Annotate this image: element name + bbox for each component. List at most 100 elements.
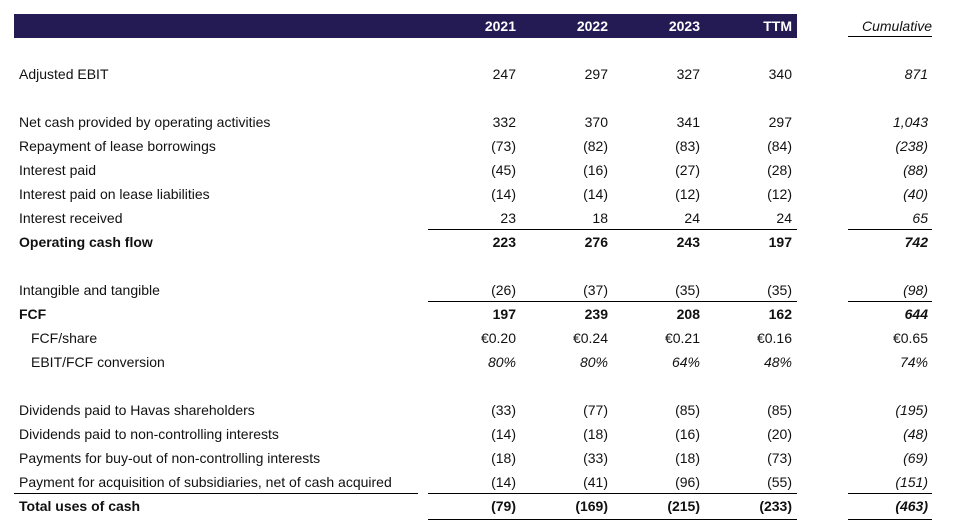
row-label: EBIT/FCF conversion bbox=[31, 354, 165, 370]
row-label: Net cash provided by operating activitie… bbox=[19, 114, 271, 130]
table-row-fcf: FCF 197 239 208 162 644 bbox=[0, 302, 962, 326]
table-row-repayment-lease: Repayment of lease borrowings (73) (82) … bbox=[0, 134, 962, 158]
value-2022: 239 bbox=[584, 306, 608, 322]
column-header-cumulative: Cumulative bbox=[848, 16, 932, 37]
value-ttm: 297 bbox=[768, 114, 792, 130]
value-2023: (18) bbox=[675, 450, 700, 466]
table-row-intangible-tangible: Intangible and tangible (26) (37) (35) (… bbox=[0, 278, 962, 302]
value-2023: (96) bbox=[675, 474, 700, 490]
total-divider bbox=[428, 493, 797, 494]
value-2023: 327 bbox=[676, 66, 700, 82]
value-2022: 276 bbox=[584, 234, 608, 250]
table-row-adjusted-ebit: Adjusted EBIT 247 297 327 340 871 bbox=[0, 62, 962, 86]
row-label: Payment for acquisition of subsidiaries,… bbox=[19, 474, 392, 490]
value-2022: (33) bbox=[583, 450, 608, 466]
value-2022: 18 bbox=[592, 210, 608, 226]
value-2022: (37) bbox=[583, 282, 608, 298]
row-label: Dividends paid to non-controlling intere… bbox=[19, 426, 279, 442]
value-cumulative: (98) bbox=[903, 282, 928, 298]
table-row-interest-lease: Interest paid on lease liabilities (14) … bbox=[0, 182, 962, 206]
value-2022: (14) bbox=[583, 186, 608, 202]
row-label: Dividends paid to Havas shareholders bbox=[19, 402, 255, 418]
value-ttm: (73) bbox=[767, 450, 792, 466]
row-label: FCF bbox=[19, 306, 47, 322]
value-ttm: (12) bbox=[767, 186, 792, 202]
table-row-ebit-fcf-conversion: EBIT/FCF conversion 80% 80% 64% 48% 74% bbox=[0, 350, 962, 374]
total-bottom-divider-cumulative bbox=[848, 519, 932, 520]
value-2021: (14) bbox=[491, 474, 516, 490]
subtotal-divider-cumulative bbox=[848, 229, 932, 230]
value-cumulative: 65 bbox=[912, 210, 928, 226]
value-2022: (77) bbox=[583, 402, 608, 418]
value-2021: 247 bbox=[492, 66, 516, 82]
row-label: Interest paid on lease liabilities bbox=[19, 186, 210, 202]
value-cumulative: 742 bbox=[904, 234, 928, 250]
value-cumulative: (238) bbox=[895, 138, 928, 154]
column-header-2023: 2023 bbox=[668, 18, 700, 34]
value-2022: (41) bbox=[583, 474, 608, 490]
value-2022: 80% bbox=[579, 354, 608, 370]
value-2021: 23 bbox=[500, 210, 516, 226]
value-2023: (16) bbox=[675, 426, 700, 442]
table-row-dividends-havas: Dividends paid to Havas shareholders (33… bbox=[0, 398, 962, 422]
value-ttm: (35) bbox=[767, 282, 792, 298]
value-ttm: (55) bbox=[767, 474, 792, 490]
value-2021: 80% bbox=[487, 354, 516, 370]
value-2021: (45) bbox=[491, 162, 516, 178]
value-ttm: €0.16 bbox=[756, 330, 792, 346]
total-divider-cumulative bbox=[848, 493, 932, 494]
value-cumulative: 644 bbox=[904, 306, 928, 322]
subtotal-divider bbox=[428, 229, 797, 230]
table-row-net-cash-operating: Net cash provided by operating activitie… bbox=[0, 110, 962, 134]
value-2023: 24 bbox=[684, 210, 700, 226]
table-row-fcf-per-share: FCF/share €0.20 €0.24 €0.21 €0.16 €0.65 bbox=[0, 326, 962, 350]
value-ttm: 340 bbox=[768, 66, 792, 82]
row-label: Interest received bbox=[19, 210, 123, 226]
row-label: Payments for buy-out of non-controlling … bbox=[19, 450, 321, 466]
row-label: Operating cash flow bbox=[19, 234, 153, 250]
row-label: Intangible and tangible bbox=[19, 282, 160, 298]
value-ttm: 48% bbox=[763, 354, 792, 370]
column-header-2022: 2022 bbox=[576, 18, 608, 34]
value-2021: 332 bbox=[492, 114, 516, 130]
value-ttm: 197 bbox=[768, 234, 792, 250]
value-ttm: (85) bbox=[767, 402, 792, 418]
value-cumulative: (69) bbox=[903, 450, 928, 466]
value-2021: €0.20 bbox=[480, 330, 516, 346]
value-2021: (26) bbox=[491, 282, 516, 298]
value-2021: (73) bbox=[491, 138, 516, 154]
value-2021: 223 bbox=[492, 234, 516, 250]
value-cumulative: (88) bbox=[903, 162, 928, 178]
value-2021: 197 bbox=[492, 306, 516, 322]
subtotal-divider bbox=[428, 301, 797, 302]
value-2021: (33) bbox=[491, 402, 516, 418]
value-2023: €0.21 bbox=[664, 330, 700, 346]
value-2022: (169) bbox=[575, 498, 608, 514]
column-header-2021: 2021 bbox=[484, 18, 516, 34]
column-header-ttm: TTM bbox=[763, 18, 792, 34]
value-cumulative: (40) bbox=[903, 186, 928, 202]
value-2023: (215) bbox=[667, 498, 700, 514]
value-2023: 208 bbox=[676, 306, 700, 322]
value-2022: €0.24 bbox=[572, 330, 608, 346]
row-label: Interest paid bbox=[19, 162, 97, 178]
value-ttm: 24 bbox=[776, 210, 792, 226]
row-label: Repayment of lease borrowings bbox=[19, 138, 216, 154]
value-ttm: (28) bbox=[767, 162, 792, 178]
value-2021: (14) bbox=[491, 186, 516, 202]
row-label: Adjusted EBIT bbox=[19, 66, 109, 82]
value-2022: (16) bbox=[583, 162, 608, 178]
value-cumulative: €0.65 bbox=[892, 330, 928, 346]
value-2023: (85) bbox=[675, 402, 700, 418]
row-label: FCF/share bbox=[31, 330, 98, 346]
value-2023: 64% bbox=[671, 354, 700, 370]
value-2023: 243 bbox=[676, 234, 700, 250]
table-row-acquisition-subsidiaries: Payment for acquisition of subsidiaries,… bbox=[0, 470, 962, 494]
value-2022: (18) bbox=[583, 426, 608, 442]
table-row-dividends-nci: Dividends paid to non-controlling intere… bbox=[0, 422, 962, 446]
total-divider-labels bbox=[14, 493, 418, 494]
subtotal-divider-cumulative bbox=[848, 301, 932, 302]
value-2023: (35) bbox=[675, 282, 700, 298]
value-2022: (82) bbox=[583, 138, 608, 154]
value-2021: (18) bbox=[491, 450, 516, 466]
